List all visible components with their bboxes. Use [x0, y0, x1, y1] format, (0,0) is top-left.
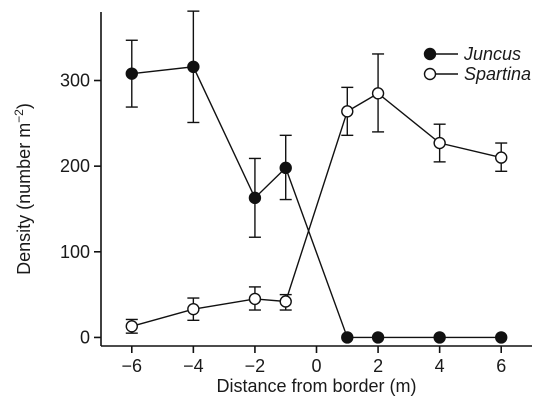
x-tick-label: 0	[311, 356, 321, 376]
legend-label: Juncus	[463, 44, 521, 64]
data-point-juncus	[279, 161, 292, 175]
series-spartina	[125, 53, 508, 334]
series-line-spartina	[131, 92, 502, 327]
x-tick-label: −2	[245, 356, 266, 376]
data-point-spartina	[433, 136, 446, 150]
data-point-juncus	[187, 60, 200, 74]
y-axis-title: Density (number m−2)	[12, 103, 34, 275]
data-point-juncus	[341, 331, 354, 344]
series-juncus	[125, 10, 508, 344]
y-axis-title-superscript: −2	[12, 109, 26, 123]
data-point-juncus	[495, 331, 508, 344]
data-point-spartina	[248, 292, 262, 306]
axes: 0 100 200 300 −6 −4 −2 0 2 4 6	[60, 12, 532, 376]
data-point-juncus	[125, 67, 138, 80]
x-tick-label: −4	[183, 356, 204, 376]
legend-item-juncus: Juncus	[423, 44, 521, 64]
x-axis-title: Distance from border (m)	[216, 376, 416, 396]
data-point-spartina	[125, 320, 138, 333]
x-tick-label: −6	[122, 356, 143, 376]
x-tick-label: 6	[496, 356, 506, 376]
data-point-spartina	[279, 295, 292, 308]
legend-item-spartina: Spartina	[423, 64, 531, 84]
legend-marker	[423, 47, 437, 61]
data-point-spartina	[371, 87, 385, 100]
data-point-spartina	[341, 105, 354, 118]
y-tick-label: 100	[60, 242, 90, 262]
y-tick-label: 200	[60, 156, 90, 176]
y-tick-label: 300	[60, 71, 90, 91]
y-axis-title-close: )	[14, 103, 34, 109]
x-tick-label: 2	[373, 356, 383, 376]
data-point-juncus	[248, 191, 262, 205]
y-tick-label: 0	[80, 327, 90, 347]
series	[125, 10, 508, 344]
legend-label: Spartina	[464, 64, 531, 84]
data-point-juncus	[371, 331, 385, 344]
data-point-juncus	[433, 331, 446, 344]
x-tick-label: 4	[435, 356, 445, 376]
data-point-spartina	[187, 302, 200, 316]
y-axis-title-main: Density (number m	[14, 123, 34, 275]
legend-marker	[423, 67, 437, 81]
data-point-spartina	[495, 151, 508, 164]
series-line-juncus	[131, 66, 502, 339]
